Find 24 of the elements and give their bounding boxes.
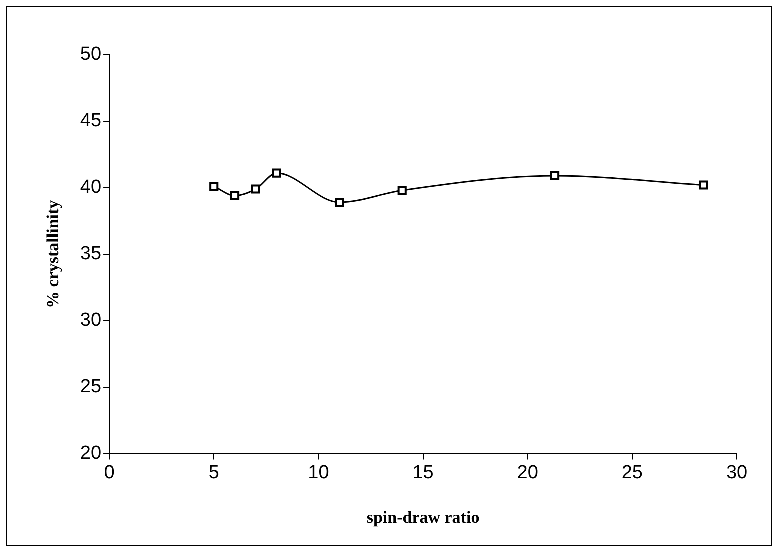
y-tick-label: 25 (80, 376, 102, 398)
point (210, 182, 219, 192)
point (699, 180, 708, 190)
y-tick-label: 20 (80, 443, 102, 464)
x-tick-label: 5 (208, 462, 220, 484)
y-tick-label: 45 (80, 110, 102, 132)
x-tick-label: 30 (726, 462, 748, 484)
point (550, 171, 560, 181)
point (251, 184, 260, 194)
y-tick-label: 50 (80, 44, 102, 66)
x-tick-label: 0 (104, 462, 115, 484)
point (272, 168, 282, 178)
x-tick-label: 25 (622, 462, 643, 484)
x-tick-label: 15 (412, 462, 434, 484)
y-axis-title: % crystallinity (44, 200, 63, 308)
y-tick-label: 35 (80, 244, 102, 265)
x-axis-title: spin-draw ratio (366, 508, 480, 528)
x-tick-label: 10 (308, 462, 330, 484)
point (335, 198, 344, 208)
point (230, 191, 240, 200)
y-tick-label: 30 (80, 310, 102, 332)
point (398, 186, 407, 196)
y-tick-label: 40 (80, 177, 102, 198)
x-tick-label: 20 (517, 462, 538, 484)
